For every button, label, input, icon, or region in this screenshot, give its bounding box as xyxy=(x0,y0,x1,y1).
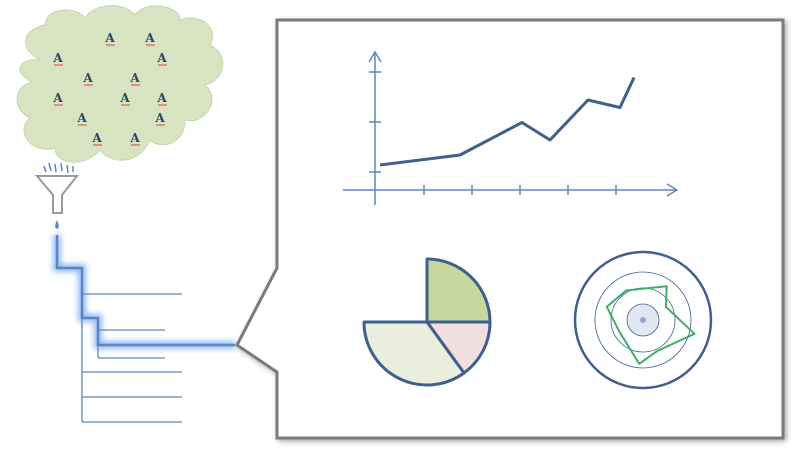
tree-diagram xyxy=(53,235,235,423)
water-drop-icon xyxy=(55,220,59,229)
cloud-letter: A xyxy=(82,71,93,85)
cloud-letter: A xyxy=(104,31,115,45)
cloud-letter: A xyxy=(144,31,155,45)
funnel-rain xyxy=(43,162,74,174)
funnel-body xyxy=(34,175,80,214)
pie-slice xyxy=(425,257,492,324)
radar-series xyxy=(605,285,696,365)
rain-stroke xyxy=(66,164,69,174)
radar-chart xyxy=(573,250,713,390)
radar-center-dot xyxy=(640,317,646,323)
callout-panel-icon xyxy=(235,18,785,440)
rain-stroke xyxy=(43,165,47,173)
pie-chart xyxy=(362,257,492,387)
highlight-path-glow xyxy=(53,235,235,349)
rain-stroke xyxy=(54,163,57,173)
cloud-letter: A xyxy=(154,111,165,125)
cloud-letter: A xyxy=(156,51,167,65)
cloud-letter: A xyxy=(91,131,102,145)
pie-slice xyxy=(362,320,466,387)
cloud-letter: A xyxy=(129,131,140,145)
cloud-letter: A xyxy=(52,51,63,65)
cloud-letter: A xyxy=(76,111,87,125)
line-chart xyxy=(343,50,679,205)
rain-stroke xyxy=(48,162,52,172)
cloud-icon: A AA AA AA A AA AA A xyxy=(16,5,224,163)
x-axis-arrow xyxy=(666,183,679,197)
y-axis-arrow xyxy=(368,50,382,63)
callout-panel xyxy=(235,18,785,440)
radar-ring xyxy=(594,271,692,369)
cloud-letter: A xyxy=(119,91,130,105)
line-series xyxy=(379,76,636,167)
rain-stroke xyxy=(60,162,63,172)
cloud-letter: A xyxy=(129,71,140,85)
funnel-icon xyxy=(34,162,80,214)
cloud-letter: A xyxy=(52,91,63,105)
cloud-letter: A xyxy=(156,91,167,105)
cloud-shape xyxy=(16,5,224,163)
